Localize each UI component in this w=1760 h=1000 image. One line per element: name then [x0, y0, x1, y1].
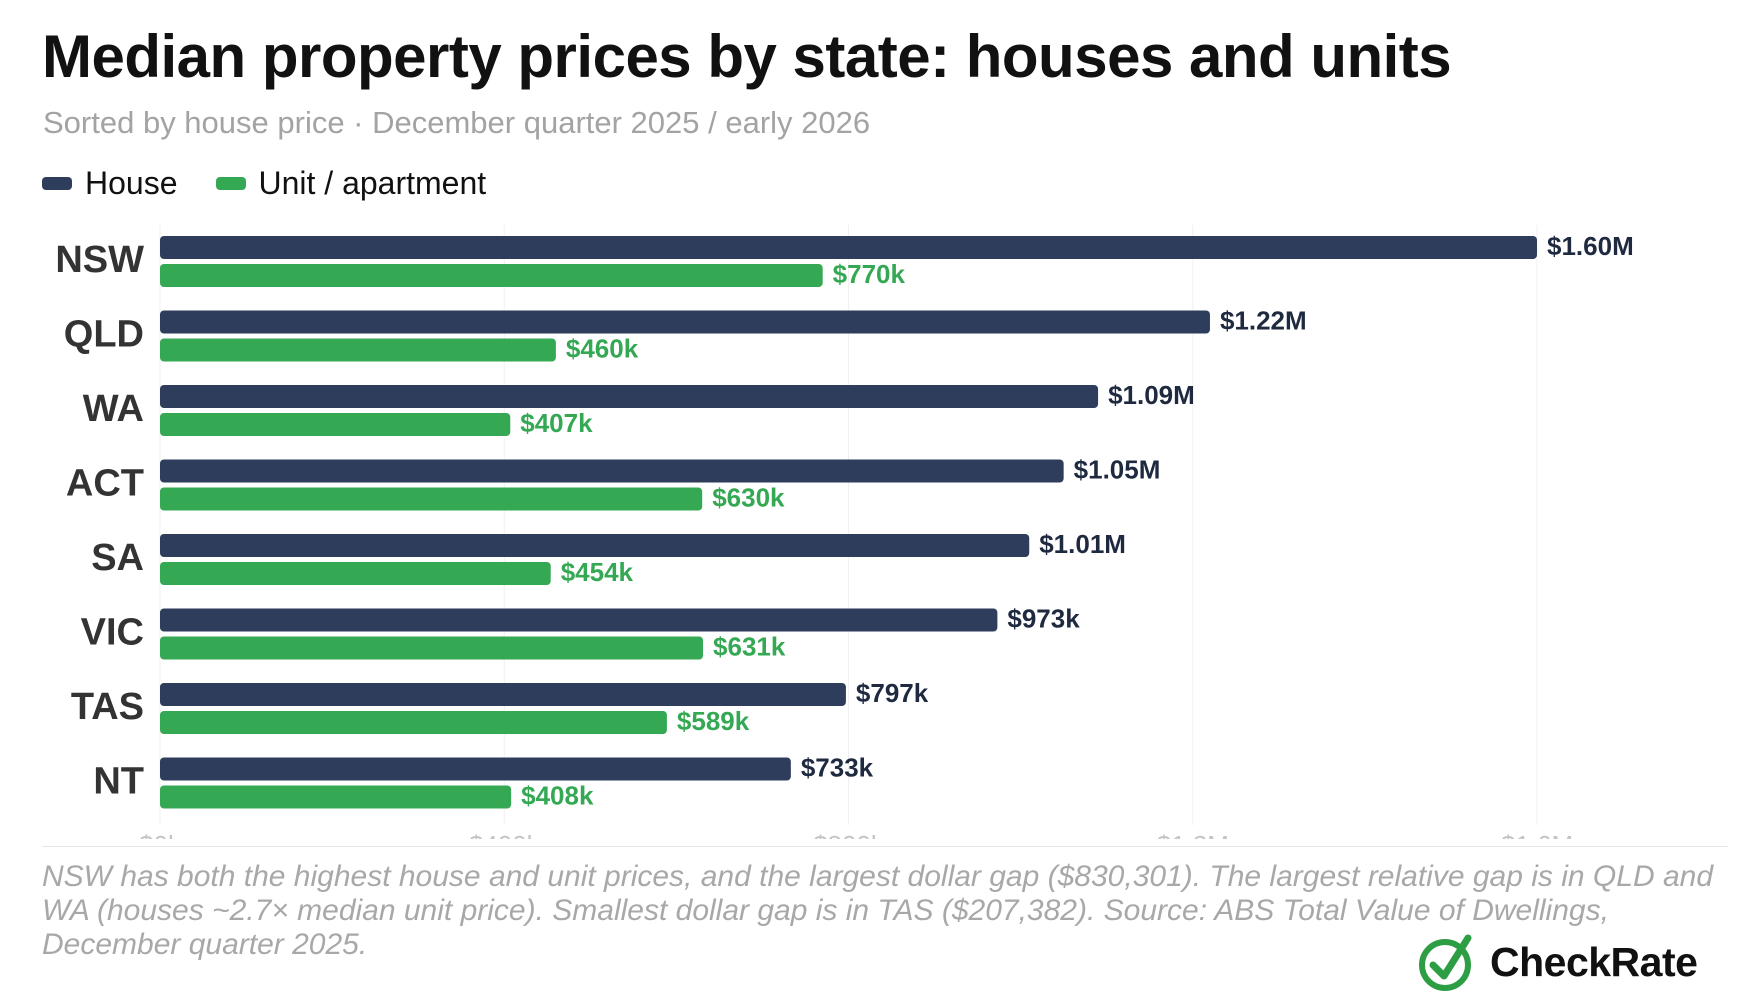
bar-unit: [160, 413, 511, 436]
data-label-house: $1.60M: [1547, 231, 1634, 261]
footnote-divider: [42, 846, 1728, 847]
data-label-house: $1.05M: [1074, 455, 1161, 485]
data-label-unit: $630k: [712, 483, 785, 513]
category-label: NT: [93, 761, 144, 803]
brand-name: CheckRate: [1490, 938, 1698, 985]
legend-item-unit: Unit / apartment: [215, 165, 487, 202]
category-label: ACT: [66, 463, 144, 505]
legend-label-house: House: [85, 165, 178, 201]
x-tick-label: $1.2M: [1157, 830, 1229, 840]
data-label-house: $797k: [856, 678, 929, 708]
legend: House Unit / apartment: [42, 165, 524, 202]
data-label-unit: $454k: [561, 557, 634, 587]
data-label-house: $733k: [801, 753, 874, 783]
chart-subtitle: Sorted by house price · December quarter…: [43, 105, 871, 140]
bar-chart: $0k $400k $800k $1.2M $1.6M NSW $1.60M $770k QLD…: [0, 225, 1760, 840]
bar-unit: [160, 785, 512, 809]
data-label-house: $1.01M: [1039, 529, 1126, 559]
brand-logo: CheckRate: [1418, 932, 1698, 992]
data-label-unit: $770k: [833, 259, 906, 289]
category-label: WA: [83, 388, 144, 430]
data-label-unit: $408k: [521, 781, 594, 811]
data-label-house: $1.22M: [1220, 306, 1307, 336]
bar-unit: [160, 711, 667, 734]
legend-label-unit: Unit / apartment: [258, 165, 487, 201]
data-label-house: $973k: [1007, 604, 1080, 634]
bar-house: [160, 683, 846, 706]
bar-house: [160, 534, 1030, 557]
tick-mask: [0, 839, 1760, 840]
legend-swatch-house: [42, 177, 72, 190]
bar-house: [160, 385, 1099, 408]
legend-swatch-unit: [215, 177, 246, 190]
bar-unit: [160, 487, 703, 511]
x-tick-label: $800k: [813, 830, 885, 840]
category-label: TAS: [71, 686, 144, 728]
bar-unit: [160, 338, 556, 362]
category-label: SA: [91, 537, 144, 579]
data-label-unit: $631k: [713, 632, 786, 662]
category-label: QLD: [64, 314, 144, 356]
bar-unit: [160, 264, 823, 287]
checkmark-circle-icon: [1419, 934, 1472, 991]
bar-house: [160, 310, 1210, 334]
bar-unit: [160, 636, 704, 660]
category-label: VIC: [81, 612, 144, 654]
x-tick-label: $1.6M: [1501, 830, 1573, 840]
x-tick-label: $0k: [139, 830, 182, 840]
bar-house: [160, 757, 791, 781]
bar-house: [160, 236, 1537, 259]
data-label-house: $1.09M: [1108, 380, 1195, 410]
category-label: NSW: [55, 239, 144, 281]
data-label-unit: $589k: [677, 706, 750, 736]
footnote: NSW has both the highest house and unit …: [42, 860, 1714, 961]
legend-item-house: House: [42, 165, 178, 202]
data-label-unit: $407k: [520, 408, 593, 438]
chart-title: Median property prices by state: houses …: [42, 23, 1452, 90]
x-tick-label: $400k: [469, 830, 541, 840]
bar-house: [160, 459, 1064, 483]
bar-house: [160, 608, 998, 632]
data-label-unit: $460k: [566, 334, 639, 364]
bar-unit: [160, 562, 551, 585]
